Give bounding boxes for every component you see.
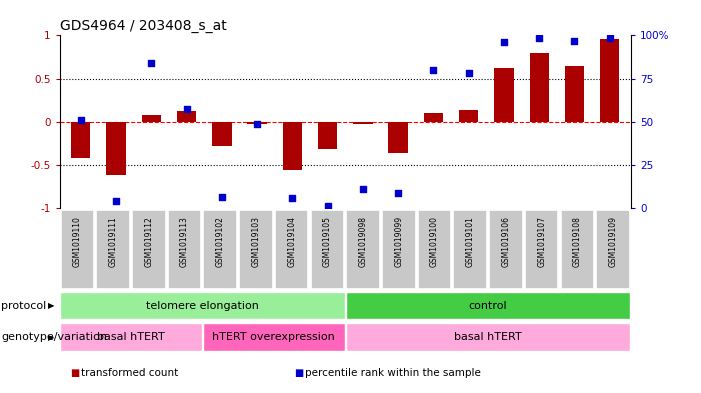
Point xyxy=(75,117,86,123)
Bar xyxy=(71,122,90,158)
Point xyxy=(393,189,404,196)
Text: GSM1019112: GSM1019112 xyxy=(144,216,154,266)
Bar xyxy=(346,292,630,319)
Point xyxy=(463,70,475,76)
Text: ▶: ▶ xyxy=(48,333,55,342)
Bar xyxy=(60,323,202,351)
Text: GSM1019104: GSM1019104 xyxy=(287,216,297,267)
Point xyxy=(322,202,333,209)
Text: GSM1019110: GSM1019110 xyxy=(73,216,82,266)
Text: basal hTERT: basal hTERT xyxy=(97,332,165,342)
Bar xyxy=(318,122,337,149)
Point xyxy=(252,121,263,128)
Bar xyxy=(459,110,478,122)
Text: GSM1019109: GSM1019109 xyxy=(608,216,618,267)
Bar xyxy=(454,210,487,289)
Text: GSM1019102: GSM1019102 xyxy=(216,216,225,266)
Text: GSM1019101: GSM1019101 xyxy=(465,216,475,266)
Text: GSM1019111: GSM1019111 xyxy=(109,216,118,266)
Bar xyxy=(418,210,451,289)
Text: GSM1019113: GSM1019113 xyxy=(180,216,189,266)
Bar xyxy=(597,210,629,289)
Point xyxy=(569,38,580,44)
Point xyxy=(358,186,369,193)
Bar xyxy=(60,292,344,319)
Bar xyxy=(132,210,165,289)
Text: GSM1019100: GSM1019100 xyxy=(430,216,439,267)
Bar xyxy=(600,39,620,122)
Text: hTERT overexpression: hTERT overexpression xyxy=(212,332,335,342)
Text: GSM1019107: GSM1019107 xyxy=(537,216,546,267)
Point xyxy=(146,60,157,66)
Point xyxy=(533,35,545,41)
Text: ■: ■ xyxy=(70,368,79,378)
Bar xyxy=(203,210,237,289)
Bar xyxy=(177,112,196,122)
Text: GSM1019108: GSM1019108 xyxy=(573,216,582,266)
Text: GSM1019099: GSM1019099 xyxy=(394,216,403,267)
Bar xyxy=(346,323,630,351)
Point xyxy=(287,195,298,201)
Text: ■: ■ xyxy=(294,368,304,378)
Text: basal hTERT: basal hTERT xyxy=(454,332,522,342)
Bar xyxy=(388,122,408,153)
Text: percentile rank within the sample: percentile rank within the sample xyxy=(305,368,481,378)
Bar xyxy=(525,210,559,289)
Bar xyxy=(311,210,344,289)
Bar xyxy=(212,122,231,146)
Bar xyxy=(423,113,443,122)
Bar xyxy=(61,210,94,289)
Point xyxy=(498,39,510,46)
Bar xyxy=(565,66,584,122)
Point xyxy=(110,198,121,204)
Text: GDS4964 / 203408_s_at: GDS4964 / 203408_s_at xyxy=(60,19,226,33)
Bar xyxy=(346,210,380,289)
Bar xyxy=(96,210,130,289)
Bar xyxy=(247,122,267,125)
Bar xyxy=(142,115,161,122)
Bar xyxy=(275,210,308,289)
Bar xyxy=(283,122,302,170)
Bar xyxy=(353,122,372,125)
Text: GSM1019103: GSM1019103 xyxy=(252,216,261,267)
Text: GSM1019105: GSM1019105 xyxy=(323,216,332,267)
Text: protocol: protocol xyxy=(1,301,47,311)
Point xyxy=(216,194,227,200)
Bar xyxy=(107,122,125,175)
Point xyxy=(181,106,192,112)
Bar xyxy=(529,53,549,122)
Bar xyxy=(489,210,523,289)
Bar xyxy=(561,210,594,289)
Text: GSM1019106: GSM1019106 xyxy=(501,216,510,267)
Text: GSM1019098: GSM1019098 xyxy=(359,216,367,267)
Text: transformed count: transformed count xyxy=(81,368,178,378)
Bar xyxy=(494,68,514,122)
Bar xyxy=(382,210,416,289)
Bar xyxy=(168,210,201,289)
Point xyxy=(428,67,439,73)
Text: genotype/variation: genotype/variation xyxy=(1,332,107,342)
Bar xyxy=(239,210,273,289)
Text: telomere elongation: telomere elongation xyxy=(146,301,259,310)
Text: control: control xyxy=(469,301,508,310)
Bar xyxy=(203,323,344,351)
Point xyxy=(604,35,615,41)
Text: ▶: ▶ xyxy=(48,301,55,310)
